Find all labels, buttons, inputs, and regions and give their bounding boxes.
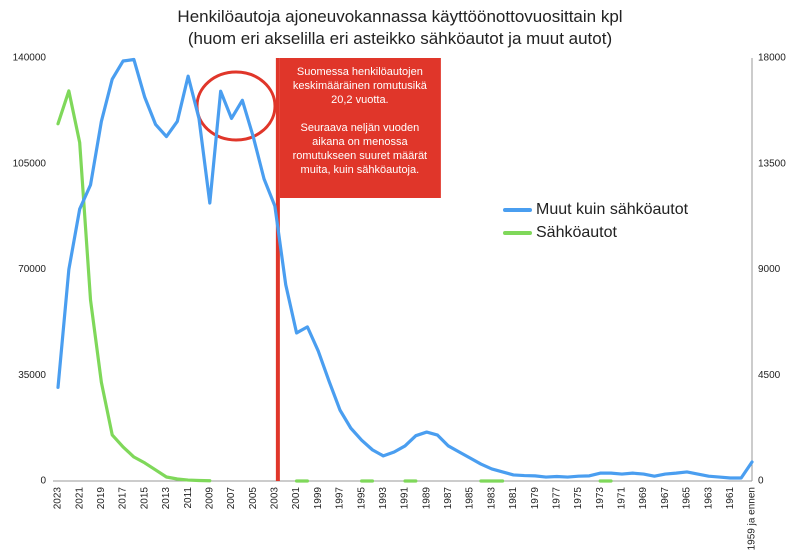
x-tick-label: 2003 — [270, 487, 281, 510]
legend-label: Muut kuin sähköautot — [536, 201, 689, 218]
series-line — [56, 89, 613, 483]
x-tick-label: 1991 — [400, 487, 411, 510]
y-tick-label: 105000 — [13, 158, 47, 169]
chart-title: Henkilöautoja ajoneuvokannassa käyttööno… — [177, 7, 622, 26]
x-tick-label: 1965 — [682, 487, 693, 510]
x-tick-label: 1977 — [551, 487, 562, 510]
x-tick-label: 1993 — [378, 487, 389, 510]
x-tick-label: 1995 — [356, 487, 367, 510]
annotation-text: 20,2 vuotta. — [331, 94, 389, 106]
x-tick-label: 2009 — [204, 487, 215, 510]
y2-tick-label: 4500 — [758, 370, 781, 381]
x-tick-label: 1975 — [573, 487, 584, 510]
x-tick-label: 1985 — [465, 487, 476, 510]
annotation-box — [279, 58, 441, 198]
y-tick-label: 70000 — [18, 264, 46, 275]
annotation-text: muita, kuin sähköautoja. — [301, 164, 420, 176]
annotation-text: keskimääräinen romutusikä — [293, 80, 428, 92]
chart-subtitle: (huom eri akselilla eri asteikko sähköau… — [188, 29, 612, 48]
x-tick-label: 2011 — [183, 487, 194, 509]
x-tick-label: 1997 — [335, 487, 346, 510]
x-tick-label: 2019 — [96, 487, 107, 510]
x-tick-label: 1967 — [660, 487, 671, 510]
x-tick-label: 2005 — [248, 487, 259, 510]
y2-tick-label: 18000 — [758, 53, 786, 64]
x-tick-label: 2023 — [53, 487, 64, 510]
x-tick-label: 2007 — [226, 487, 237, 510]
y2-tick-label: 13500 — [758, 158, 786, 169]
x-tick-label: 1999 — [313, 487, 324, 510]
y2-tick-label: 9000 — [758, 264, 781, 275]
x-tick-label: 1981 — [508, 487, 519, 510]
x-tick-label: 2017 — [118, 487, 129, 510]
x-tick-label: 1961 — [725, 487, 736, 510]
x-tick-label: 2001 — [291, 487, 302, 510]
x-tick-label: 1979 — [530, 487, 541, 510]
x-tick-label: 1971 — [617, 487, 628, 510]
highlight-circle — [195, 70, 277, 142]
annotation-text: Seuraava neljän vuoden — [301, 122, 420, 134]
x-tick-label: 2015 — [139, 487, 150, 510]
annotation-text: Suomessa henkilöautojen — [297, 66, 423, 78]
y-tick-label: 35000 — [18, 370, 46, 381]
legend-label: Sähköautot — [536, 224, 618, 241]
y-tick-label: 0 — [40, 476, 46, 487]
x-tick-label: 1969 — [638, 487, 649, 510]
x-tick-label: 1973 — [595, 487, 606, 510]
annotation-text: romutukseen suuret määrät — [293, 150, 428, 162]
x-tick-label: 1959 ja ennen — [747, 487, 758, 550]
y2-tick-label: 0 — [758, 476, 764, 487]
x-tick-label: 1983 — [486, 487, 497, 510]
x-tick-label: 2021 — [74, 487, 85, 510]
y-tick-label: 140000 — [13, 53, 47, 64]
x-tick-label: 1989 — [421, 487, 432, 510]
x-tick-label: 1963 — [703, 487, 714, 510]
annotation-text: aikana on menossa — [312, 136, 408, 148]
x-tick-label: 2013 — [161, 487, 172, 510]
x-tick-label: 1987 — [443, 487, 454, 510]
series-line — [56, 57, 754, 480]
